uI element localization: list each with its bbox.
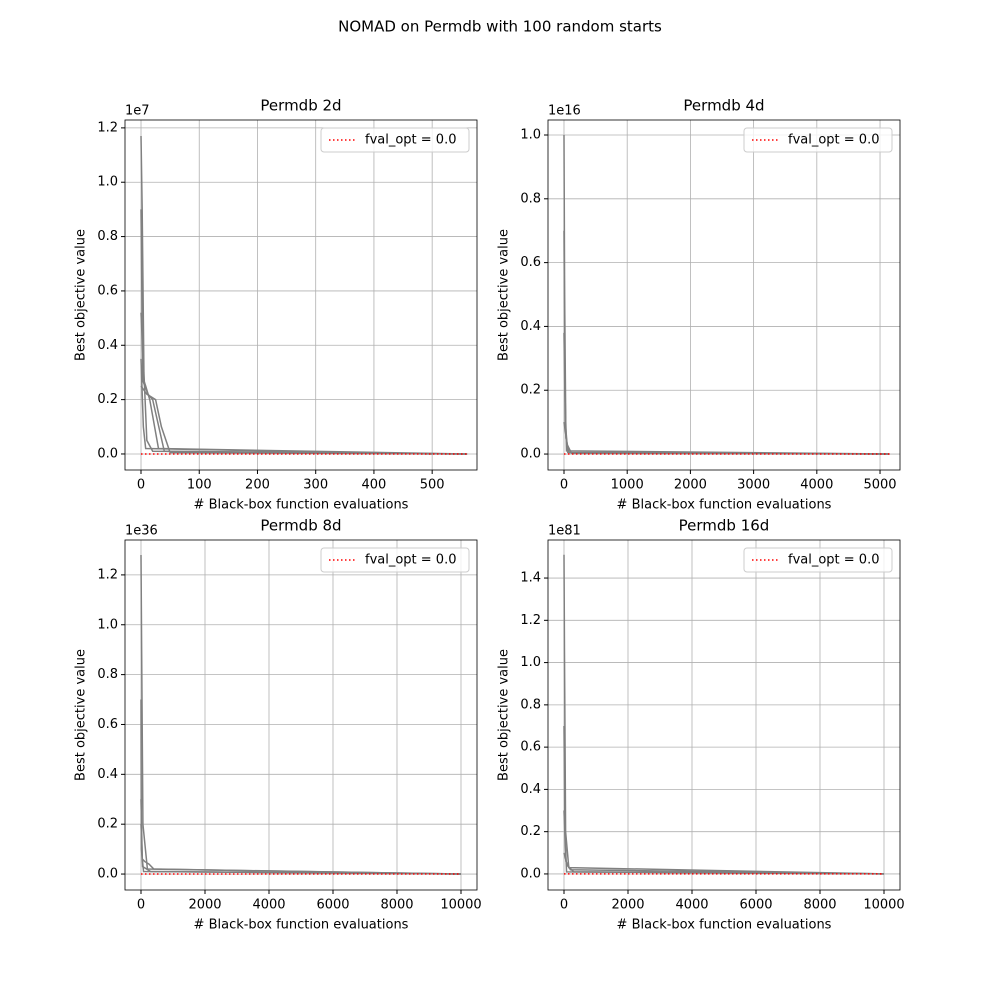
y-axis-label: Best objective value [497, 649, 512, 781]
x-tick-label: 4000 [800, 478, 833, 493]
figure-title: NOMAD on Permdb with 100 random starts [338, 18, 662, 36]
x-tick-label: 8000 [803, 898, 836, 913]
y-tick-label: 0.6 [520, 740, 541, 755]
y-tick-label: 1.2 [520, 613, 541, 628]
y-tick-label: 0.8 [97, 667, 118, 682]
x-tick-label: 2000 [674, 478, 707, 493]
y-tick-label: 0.2 [520, 383, 541, 398]
series-line [140, 385, 468, 455]
x-tick-label: 0 [137, 478, 145, 493]
x-tick-label: 0 [560, 898, 568, 913]
y-axis-label: Best objective value [497, 229, 512, 361]
y-tick-label: 0.4 [520, 782, 541, 797]
y-tick-label: 1.2 [97, 567, 118, 582]
subplot-title: Permdb 16d [679, 517, 770, 535]
axes-frame [547, 119, 901, 471]
y-tick-label: 0.6 [520, 255, 541, 270]
axes-frame [547, 539, 901, 891]
axes-frame [124, 539, 478, 891]
x-tick-label: 5000 [863, 478, 896, 493]
y-tick-label: 0.0 [520, 866, 541, 881]
x-tick-label: 2000 [611, 898, 644, 913]
series-line [563, 852, 885, 875]
y-offset-label: 1e36 [125, 524, 158, 539]
legend-box [743, 127, 893, 153]
x-tick-label: 300 [303, 478, 328, 493]
x-axis-label: # Black-box function evaluations [194, 918, 409, 933]
y-axis-label: Best objective value [74, 229, 89, 361]
x-axis-label: # Black-box function evaluations [194, 498, 409, 513]
x-tick-label: 4000 [675, 898, 708, 913]
y-offset-label: 1e7 [125, 104, 150, 119]
y-tick-label: 1.0 [520, 655, 541, 670]
y-tick-label: 0.6 [97, 717, 118, 732]
series-line [140, 824, 462, 875]
y-tick-label: 0.4 [97, 338, 118, 353]
x-tick-label: 0 [560, 478, 568, 493]
y-tick-label: 0.8 [97, 229, 118, 244]
y-tick-label: 0.8 [520, 191, 541, 206]
y-tick-label: 0.4 [520, 319, 541, 334]
x-axis-label: # Black-box function evaluations [617, 498, 832, 513]
x-tick-label: 8000 [380, 898, 413, 913]
y-tick-label: 0.8 [520, 697, 541, 712]
y-offset-label: 1e16 [548, 104, 581, 119]
x-tick-label: 3000 [737, 478, 770, 493]
x-tick-label: 200 [245, 478, 270, 493]
legend-box [743, 547, 893, 573]
x-tick-label: 1000 [611, 478, 644, 493]
y-axis-label: Best objective value [74, 649, 89, 781]
x-tick-label: 0 [137, 898, 145, 913]
x-axis-label: # Black-box function evaluations [617, 918, 832, 933]
y-tick-label: 0.2 [520, 824, 541, 839]
x-tick-label: 2000 [188, 898, 221, 913]
series-line [140, 358, 433, 455]
series-line [563, 422, 890, 455]
y-tick-label: 0.0 [97, 446, 118, 461]
subplot-title: Permdb 4d [683, 97, 764, 115]
y-tick-label: 1.4 [520, 571, 541, 586]
y-tick-label: 1.0 [97, 617, 118, 632]
y-tick-label: 1.0 [97, 175, 118, 190]
legend-box [320, 547, 470, 573]
x-tick-label: 10000 [440, 898, 481, 913]
subplot-title: Permdb 2d [260, 97, 341, 115]
x-tick-label: 6000 [316, 898, 349, 913]
legend-label: fval_opt = 0.0 [788, 133, 879, 148]
legend-label: fval_opt = 0.0 [788, 553, 879, 568]
y-offset-label: 1e81 [548, 524, 581, 539]
subplot-title: Permdb 8d [260, 517, 341, 535]
y-tick-label: 1.0 [520, 127, 541, 142]
y-tick-label: 0.0 [520, 447, 541, 462]
x-tick-label: 500 [420, 478, 445, 493]
y-tick-label: 0.2 [97, 817, 118, 832]
legend-label: fval_opt = 0.0 [365, 133, 456, 148]
x-tick-label: 100 [187, 478, 212, 493]
x-tick-label: 10000 [863, 898, 904, 913]
y-tick-label: 0.0 [97, 867, 118, 882]
y-tick-label: 1.2 [97, 120, 118, 135]
legend-label: fval_opt = 0.0 [365, 553, 456, 568]
x-tick-label: 6000 [739, 898, 772, 913]
x-tick-label: 4000 [252, 898, 285, 913]
y-tick-label: 0.4 [97, 767, 118, 782]
legend-box [320, 127, 470, 153]
y-tick-label: 0.2 [97, 392, 118, 407]
axes-frame [124, 119, 478, 471]
y-tick-label: 0.6 [97, 283, 118, 298]
x-tick-label: 400 [362, 478, 387, 493]
